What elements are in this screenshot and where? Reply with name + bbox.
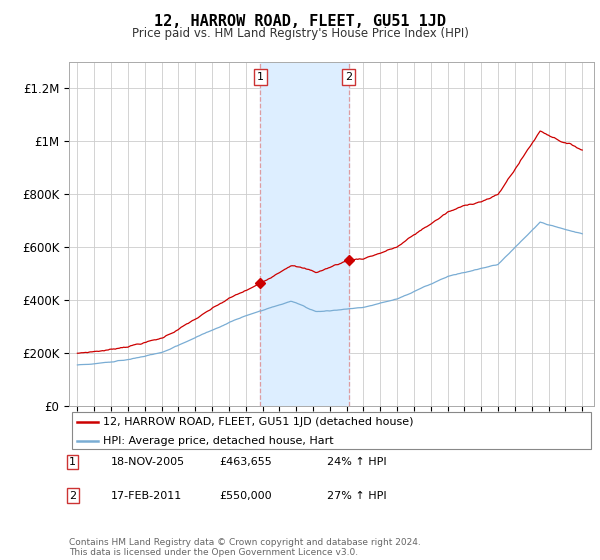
Text: 1: 1 (69, 457, 76, 467)
Text: HPI: Average price, detached house, Hart: HPI: Average price, detached house, Hart (103, 436, 334, 446)
FancyBboxPatch shape (71, 413, 592, 449)
Text: 18-NOV-2005: 18-NOV-2005 (111, 457, 185, 467)
Text: 27% ↑ HPI: 27% ↑ HPI (327, 491, 386, 501)
Text: 1: 1 (257, 72, 264, 82)
Text: 2: 2 (69, 491, 76, 501)
Text: 24% ↑ HPI: 24% ↑ HPI (327, 457, 386, 467)
Text: 2: 2 (345, 72, 352, 82)
Bar (260, 62, 349, 406)
Text: £463,655: £463,655 (219, 457, 272, 467)
Text: Contains HM Land Registry data © Crown copyright and database right 2024.
This d: Contains HM Land Registry data © Crown c… (69, 538, 421, 557)
Text: Price paid vs. HM Land Registry's House Price Index (HPI): Price paid vs. HM Land Registry's House … (131, 27, 469, 40)
Text: 17-FEB-2011: 17-FEB-2011 (111, 491, 182, 501)
Text: £550,000: £550,000 (219, 491, 272, 501)
Text: 12, HARROW ROAD, FLEET, GU51 1JD (detached house): 12, HARROW ROAD, FLEET, GU51 1JD (detach… (103, 417, 413, 427)
Text: 12, HARROW ROAD, FLEET, GU51 1JD: 12, HARROW ROAD, FLEET, GU51 1JD (154, 14, 446, 29)
